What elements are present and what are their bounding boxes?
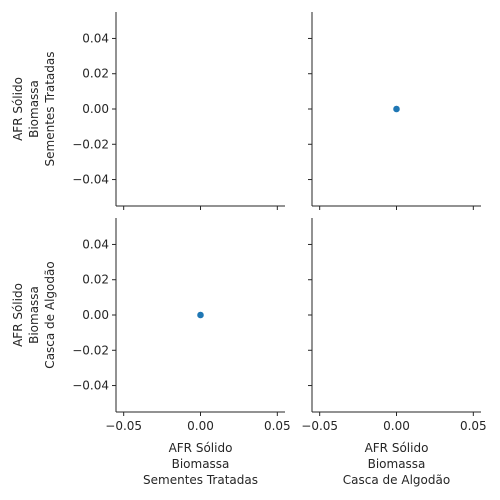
y-axis-title: AFR Sólido Biomassa Sementes Tratadas: [11, 52, 57, 167]
x-tick-label: −0.05: [105, 419, 142, 433]
y-tick-label: 0.00: [82, 308, 109, 322]
x-axis-title: AFR Sólido Biomassa Casca de Algodão: [343, 441, 450, 487]
y-tick-label: −0.02: [72, 137, 109, 151]
y-axis-title: AFR Sólido Biomassa Casca de Algodão: [11, 261, 57, 368]
scatter-point: [197, 311, 204, 318]
x-tick-label: −0.05: [301, 419, 338, 433]
y-tick-label: −0.04: [72, 379, 109, 393]
x-tick-label: 0.00: [187, 419, 214, 433]
y-tick-label: 0.04: [82, 237, 109, 251]
y-tick-label: 0.00: [82, 102, 109, 116]
x-tick-label: 0.00: [383, 419, 410, 433]
y-tick-label: −0.04: [72, 173, 109, 187]
x-tick-label: 0.05: [460, 419, 487, 433]
y-tick-label: 0.02: [82, 67, 109, 81]
x-tick-label: 0.05: [264, 419, 291, 433]
y-tick-label: 0.02: [82, 273, 109, 287]
x-axis-title: AFR Sólido Biomassa Sementes Tratadas: [143, 441, 258, 487]
y-tick-label: −0.02: [72, 343, 109, 357]
scatter-point: [393, 105, 400, 112]
y-tick-label: 0.04: [82, 31, 109, 45]
